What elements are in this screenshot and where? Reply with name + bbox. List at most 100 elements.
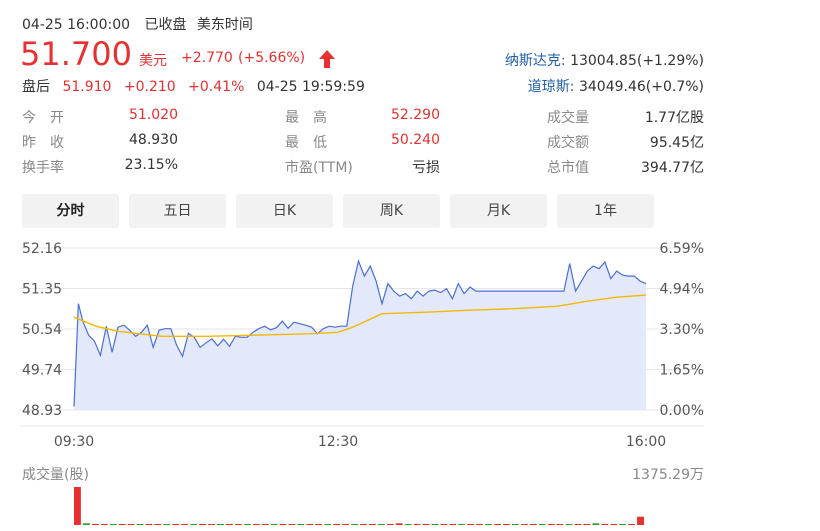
volume-bar — [234, 524, 242, 525]
stat-pe-value: 亏损 — [412, 160, 440, 176]
stat-volume-value: 1.77亿股 — [644, 110, 704, 126]
volume-bar — [610, 524, 618, 525]
volume-bar — [458, 524, 466, 525]
volume-bar — [279, 524, 287, 525]
price-currency: 美元 — [139, 53, 167, 69]
volume-bar — [172, 524, 180, 525]
after-hours-price: 51.910 — [62, 79, 112, 95]
volume-bar — [109, 524, 117, 525]
stat-amount-label: 成交额 — [547, 135, 589, 151]
volume-bar — [592, 523, 600, 525]
volume-bar — [208, 524, 215, 525]
current-price: 51.700 — [20, 35, 132, 73]
stat-prev-label: 昨 收 — [22, 135, 64, 151]
y-tick-left: 48.93 — [22, 403, 62, 419]
volume-bar — [154, 524, 162, 525]
tab-one-year[interactable]: 1年 — [557, 194, 654, 228]
volume-bar — [297, 524, 305, 525]
stat-turnover-value: 23.15% — [124, 157, 178, 173]
price-area-fill — [74, 261, 646, 410]
price-change-pct: (+5.66%) — [238, 50, 306, 66]
volume-bar — [217, 524, 224, 525]
y-tick-left: 49.74 — [22, 363, 62, 379]
market-status: 已收盘 — [144, 17, 187, 33]
volume-bar — [315, 524, 323, 525]
price-change: +2.770 — [181, 50, 233, 66]
volume-bar — [377, 524, 385, 525]
dow-label[interactable]: 道琼斯: — [527, 79, 575, 95]
stat-pe-label: 市盈(TTM) — [285, 160, 353, 176]
volume-bar — [306, 524, 314, 525]
volume-bar — [583, 524, 591, 525]
volume-bar — [413, 524, 421, 525]
volume-bar — [145, 524, 153, 525]
volume-bar — [252, 524, 260, 525]
volume-bar — [449, 524, 457, 525]
dow-index[interactable]: 道琼斯: 34049.46(+0.7%) — [528, 76, 704, 96]
nasdaq-value: 13004.85(+1.29%) — [570, 53, 704, 69]
volume-bar — [163, 524, 171, 525]
volume-bar — [351, 524, 358, 525]
volume-bar — [538, 524, 546, 525]
volume-bar — [190, 524, 198, 525]
y-tick-left: 51.35 — [22, 282, 62, 298]
after-hours-pct: +0.41% — [188, 79, 245, 95]
volume-bar — [181, 524, 189, 525]
volume-bar — [601, 523, 609, 525]
tab-weekly-k[interactable]: 周K — [343, 194, 440, 228]
x-tick-label: 12:30 — [318, 434, 358, 450]
after-hours-change: +0.210 — [123, 79, 176, 95]
volume-bar — [288, 524, 296, 525]
stat-turnover-label: 换手率 — [22, 160, 64, 176]
volume-panel-max: 1375.29万 — [632, 467, 704, 483]
volume-bar — [422, 524, 430, 525]
volume-bar — [333, 524, 341, 525]
volume-bar — [82, 523, 90, 525]
volume-bar — [91, 523, 99, 525]
volume-bar — [574, 524, 582, 525]
stat-high-value: 52.290 — [391, 107, 440, 123]
tab-intraday[interactable]: 分时 — [22, 194, 119, 228]
volume-bar — [494, 524, 501, 525]
y-tick-left: 50.54 — [22, 322, 62, 338]
volume-bar — [503, 524, 510, 525]
after-hours-row: 盘后 51.910 +0.210 +0.41% 04-25 19:59:59 — [22, 76, 365, 96]
stat-high-label: 最 高 — [285, 110, 327, 126]
tab-daily-k[interactable]: 日K — [236, 194, 333, 228]
dow-value: 34049.46(+0.7%) — [578, 79, 704, 95]
quote-datetime: 04-25 16:00:00 已收盘 美东时间 — [22, 14, 253, 34]
volume-bar — [520, 524, 528, 525]
volume-bar — [261, 524, 269, 525]
price-line — [73, 258, 647, 407]
nasdaq-index[interactable]: 纳斯达克: 13004.85(+1.29%) — [505, 50, 704, 70]
volume-bar — [565, 524, 573, 525]
volume-bar — [619, 524, 627, 525]
y-tick-left: 52.16 — [22, 241, 62, 257]
tab-monthly-k[interactable]: 月K — [450, 194, 547, 228]
volume-bar — [431, 524, 439, 525]
volume-bar — [243, 524, 251, 525]
stat-low-label: 最 低 — [285, 135, 327, 151]
volume-bar — [476, 524, 484, 525]
volume-bar — [368, 524, 376, 525]
volume-bar — [511, 524, 519, 525]
volume-bar — [360, 524, 367, 525]
stat-mcap-value: 394.77亿 — [641, 160, 704, 176]
volume-bar — [225, 524, 233, 525]
timezone-text: 美东时间 — [196, 17, 253, 33]
volume-bar — [529, 524, 537, 525]
y-tick-right: 0.00% — [660, 403, 704, 419]
y-tick-right: 1.65% — [660, 363, 704, 379]
y-tick-right: 6.59% — [660, 241, 704, 257]
volume-bar — [342, 524, 349, 525]
volume-bar — [136, 524, 144, 525]
tab-five-day[interactable]: 五日 — [129, 194, 226, 228]
volume-bar — [74, 487, 81, 525]
nasdaq-label[interactable]: 纳斯达克: — [504, 53, 566, 69]
volume-bar — [404, 524, 412, 525]
datetime-text: 04-25 16:00:00 — [22, 17, 131, 33]
volume-bar — [440, 524, 448, 525]
y-tick-right: 3.30% — [660, 322, 704, 338]
y-tick-right: 4.94% — [660, 282, 704, 298]
volume-bar — [395, 523, 403, 525]
